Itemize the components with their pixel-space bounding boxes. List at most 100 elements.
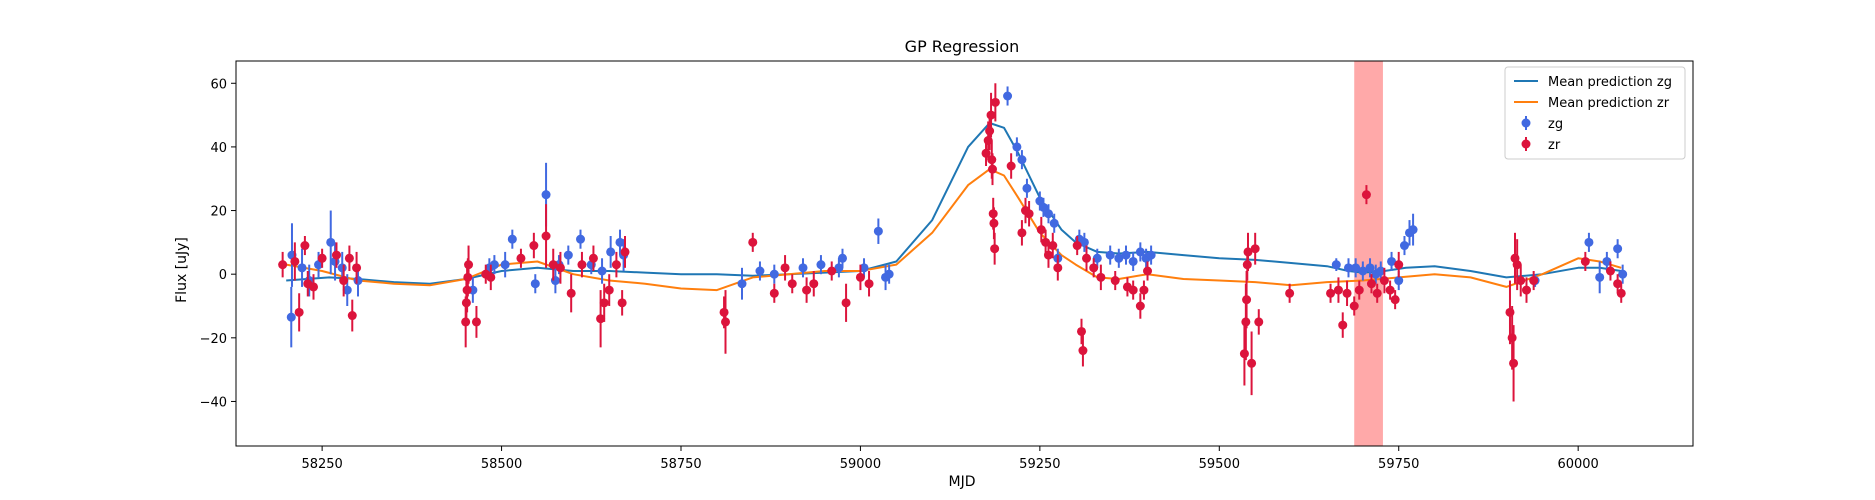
data-point xyxy=(1349,301,1359,311)
data-point xyxy=(596,314,606,324)
data-point xyxy=(1053,263,1063,273)
data-point xyxy=(294,307,304,317)
data-point xyxy=(1613,244,1623,254)
legend-box xyxy=(1504,66,1686,160)
legend-point-marker xyxy=(1521,139,1531,149)
data-point xyxy=(1006,161,1016,171)
data-point xyxy=(827,266,837,276)
data-point xyxy=(1089,263,1099,273)
data-point xyxy=(342,285,352,295)
data-point xyxy=(1146,250,1156,260)
data-point xyxy=(597,266,607,276)
data-point xyxy=(507,234,517,244)
data-point xyxy=(1143,266,1153,276)
data-point xyxy=(1017,228,1027,238)
data-point xyxy=(1580,256,1590,266)
data-point xyxy=(1135,301,1145,311)
data-point xyxy=(317,253,327,263)
data-point xyxy=(987,164,997,174)
data-point xyxy=(1351,263,1361,273)
data-point xyxy=(1507,333,1517,343)
x-tick-label: 59750 xyxy=(1378,457,1419,472)
data-point xyxy=(769,288,779,298)
y-tick-label: 20 xyxy=(210,205,227,220)
data-point xyxy=(464,260,474,270)
data-point xyxy=(1512,260,1522,270)
data-point xyxy=(1616,288,1626,298)
data-point xyxy=(1078,346,1088,356)
data-point xyxy=(1038,202,1048,212)
data-point xyxy=(1092,253,1102,263)
data-point xyxy=(748,237,758,247)
data-point xyxy=(309,282,319,292)
data-point xyxy=(1602,256,1612,266)
data-point xyxy=(720,317,730,327)
data-point xyxy=(1121,250,1131,260)
data-point xyxy=(1114,253,1124,263)
data-point xyxy=(855,272,865,282)
data-point xyxy=(1338,320,1348,330)
data-point xyxy=(1394,276,1404,286)
data-point xyxy=(290,256,300,266)
data-point xyxy=(1247,358,1257,368)
data-point xyxy=(809,279,819,289)
data-point xyxy=(615,237,625,247)
data-point xyxy=(873,226,883,236)
x-tick-label: 59250 xyxy=(1019,457,1060,472)
data-point xyxy=(1366,279,1376,289)
data-point xyxy=(1516,276,1526,286)
data-point xyxy=(1613,279,1623,289)
data-point xyxy=(1024,209,1034,219)
data-point xyxy=(331,250,341,260)
y-tick-label: 60 xyxy=(210,77,227,92)
data-point xyxy=(617,298,627,308)
data-point xyxy=(278,260,288,270)
data-point xyxy=(1239,349,1249,359)
data-point xyxy=(990,97,1000,107)
data-point xyxy=(1049,218,1059,228)
data-point xyxy=(1128,256,1138,266)
legend-label: zr xyxy=(1548,138,1561,153)
data-point xyxy=(1618,269,1628,279)
data-point xyxy=(548,260,558,270)
data-point xyxy=(1529,276,1539,286)
data-point xyxy=(353,276,363,286)
data-point xyxy=(500,260,510,270)
data-point xyxy=(1343,263,1353,273)
data-point xyxy=(326,237,336,247)
data-point xyxy=(1250,244,1260,254)
data-point xyxy=(1333,285,1343,295)
data-point xyxy=(1072,241,1082,251)
data-point xyxy=(1521,285,1531,295)
y-tick-label: 0 xyxy=(219,268,227,283)
y-axis-label: Flux [uJy] xyxy=(174,237,190,303)
data-point xyxy=(337,263,347,273)
data-point xyxy=(530,279,540,289)
data-point xyxy=(577,260,587,270)
data-point xyxy=(599,298,609,308)
data-point xyxy=(1048,241,1058,251)
data-point xyxy=(1584,237,1594,247)
data-point xyxy=(620,247,630,257)
data-point xyxy=(1128,285,1138,295)
data-point xyxy=(1043,250,1053,260)
data-point xyxy=(541,231,551,241)
data-point xyxy=(1394,260,1404,270)
plot-area: 58250 58500 58750 59000 59250 59500 59750 60000… xyxy=(200,60,1694,472)
data-point xyxy=(1390,295,1400,305)
data-point xyxy=(719,307,729,317)
data-point xyxy=(1254,317,1264,327)
data-point xyxy=(339,276,349,286)
y-tick-label: 40 xyxy=(210,141,227,156)
data-point xyxy=(1243,247,1253,257)
data-point xyxy=(1022,183,1032,193)
data-point xyxy=(555,263,565,273)
data-point xyxy=(755,266,765,276)
data-point xyxy=(344,253,354,263)
data-point xyxy=(1326,288,1336,298)
y-tick-label: −40 xyxy=(200,395,227,410)
x-tick-label: 58500 xyxy=(481,457,522,472)
x-tick-label: 58750 xyxy=(660,457,701,472)
data-point xyxy=(286,312,296,322)
data-point xyxy=(604,285,614,295)
